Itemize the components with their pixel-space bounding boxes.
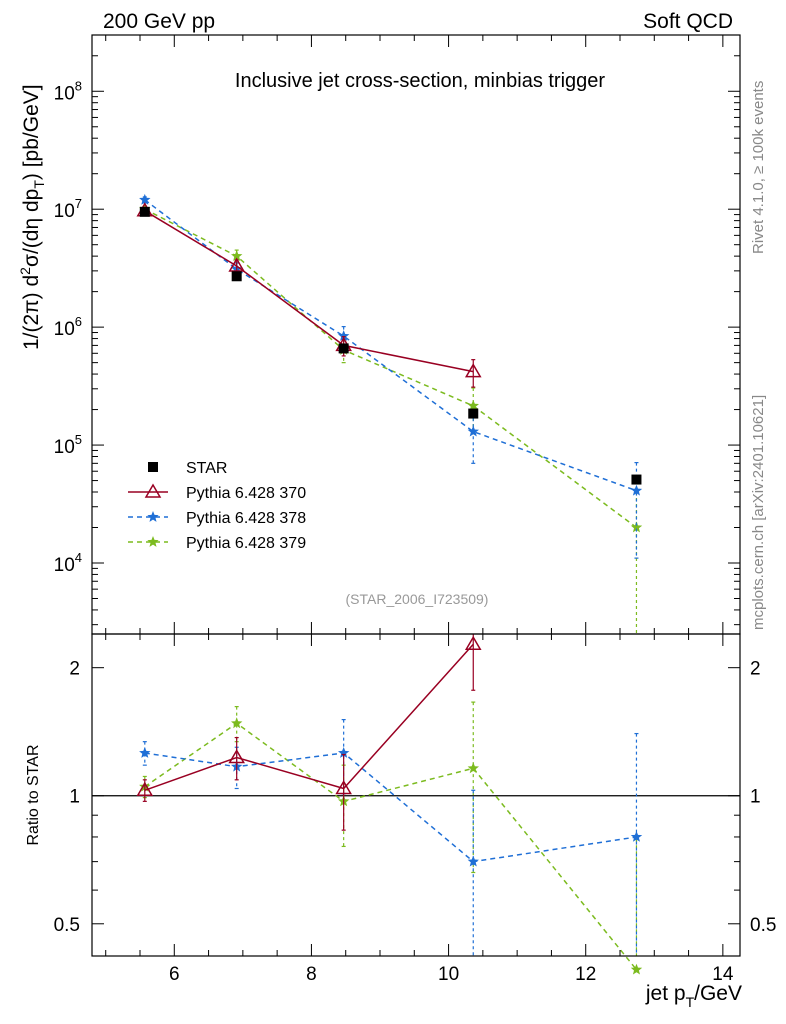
point-p370 (464, 635, 482, 651)
ratio-frame (91, 633, 741, 957)
legend-marker-p378 (147, 511, 159, 522)
main-title: Inclusive jet cross-section, minbias tri… (235, 70, 605, 92)
point-p370 (228, 257, 245, 272)
point-p370 (464, 363, 482, 378)
legend-marker-p379 (147, 536, 159, 547)
series-line-p370 (144, 643, 474, 792)
rivet-label: Rivet 4.1.0, ≥ 100k events (750, 81, 767, 254)
ratio-y-tick-label: 1 (69, 787, 80, 808)
point-p378 (338, 747, 350, 758)
ratio-panel: 0.5 0.51 12 26 8 10 12 14 Ratio to STAR (25, 633, 776, 985)
legend-label-p370: Pythia 6.428 370 (186, 485, 306, 502)
ratio-y-tick-label: 2 (69, 659, 80, 680)
point-p379 (467, 762, 479, 774)
point-p370 (228, 749, 245, 764)
x-tick-label: 14 (712, 964, 734, 985)
point-p379 (630, 963, 643, 975)
ratio-y-axis-label: Ratio to STAR (25, 744, 42, 845)
main-panel: 104 105 106 107 108 Inclusive jet cross-sect… (54, 34, 741, 635)
point-p378 (630, 484, 643, 496)
y-tick-label: 107 (54, 196, 82, 222)
mcplots-label: mcplots.cern.ch [arXiv:2401.10621] (750, 395, 767, 630)
header-right: Soft QCD (643, 10, 733, 33)
ratio-y-tick-label-right: 0.5 (750, 915, 776, 936)
point-star (231, 271, 242, 282)
point-p378 (630, 831, 643, 842)
ratio-y-tick-label: 0.5 (54, 915, 80, 936)
y-tick-label: 106 (54, 314, 82, 340)
y-tick-label: 108 (54, 78, 82, 104)
watermark: (STAR_2006_I723509) (346, 591, 489, 607)
series-line-p370 (144, 210, 474, 373)
legend-label-star: STAR (186, 460, 227, 477)
point-p379 (630, 521, 643, 533)
y-tick-label: 105 (54, 432, 82, 458)
point-p370 (335, 780, 352, 795)
point-p378 (467, 855, 479, 867)
main-y-axis-label: 1/(2π) d2σ/(dη dpT) [pb/GeV] (17, 84, 47, 350)
y-tick-label: 104 (54, 550, 82, 576)
x-axis-label: jet pT/GeV (645, 982, 742, 1010)
ratio-y-tick-label-right: 2 (750, 659, 761, 680)
point-p378 (467, 425, 479, 437)
series-line-p378 (144, 199, 637, 492)
point-star (139, 206, 150, 217)
ratio-y-tick-label-right: 1 (750, 787, 761, 808)
point-p379 (467, 399, 479, 411)
point-p378 (338, 330, 350, 341)
legend-marker-p370 (144, 483, 162, 498)
point-p370 (136, 781, 154, 797)
point-p378 (139, 193, 151, 205)
legend-label-p378: Pythia 6.428 378 (186, 510, 306, 527)
point-p379 (231, 717, 243, 729)
x-tick-label: 8 (306, 964, 317, 985)
point-p379 (231, 250, 243, 261)
x-tick-label: 10 (438, 964, 459, 985)
point-star (631, 474, 642, 485)
x-tick-label: 12 (575, 964, 596, 985)
legend-marker-star (148, 462, 158, 472)
header-left: 200 GeV pp (103, 10, 215, 33)
legend: STAR Pythia 6.428 370 Pythia 6.428 378 Pyth… (128, 460, 306, 552)
point-star (338, 343, 349, 354)
point-p378 (139, 747, 151, 758)
x-tick-label: 6 (169, 964, 180, 985)
point-star (468, 408, 479, 419)
legend-label-p379: Pythia 6.428 379 (186, 535, 306, 552)
